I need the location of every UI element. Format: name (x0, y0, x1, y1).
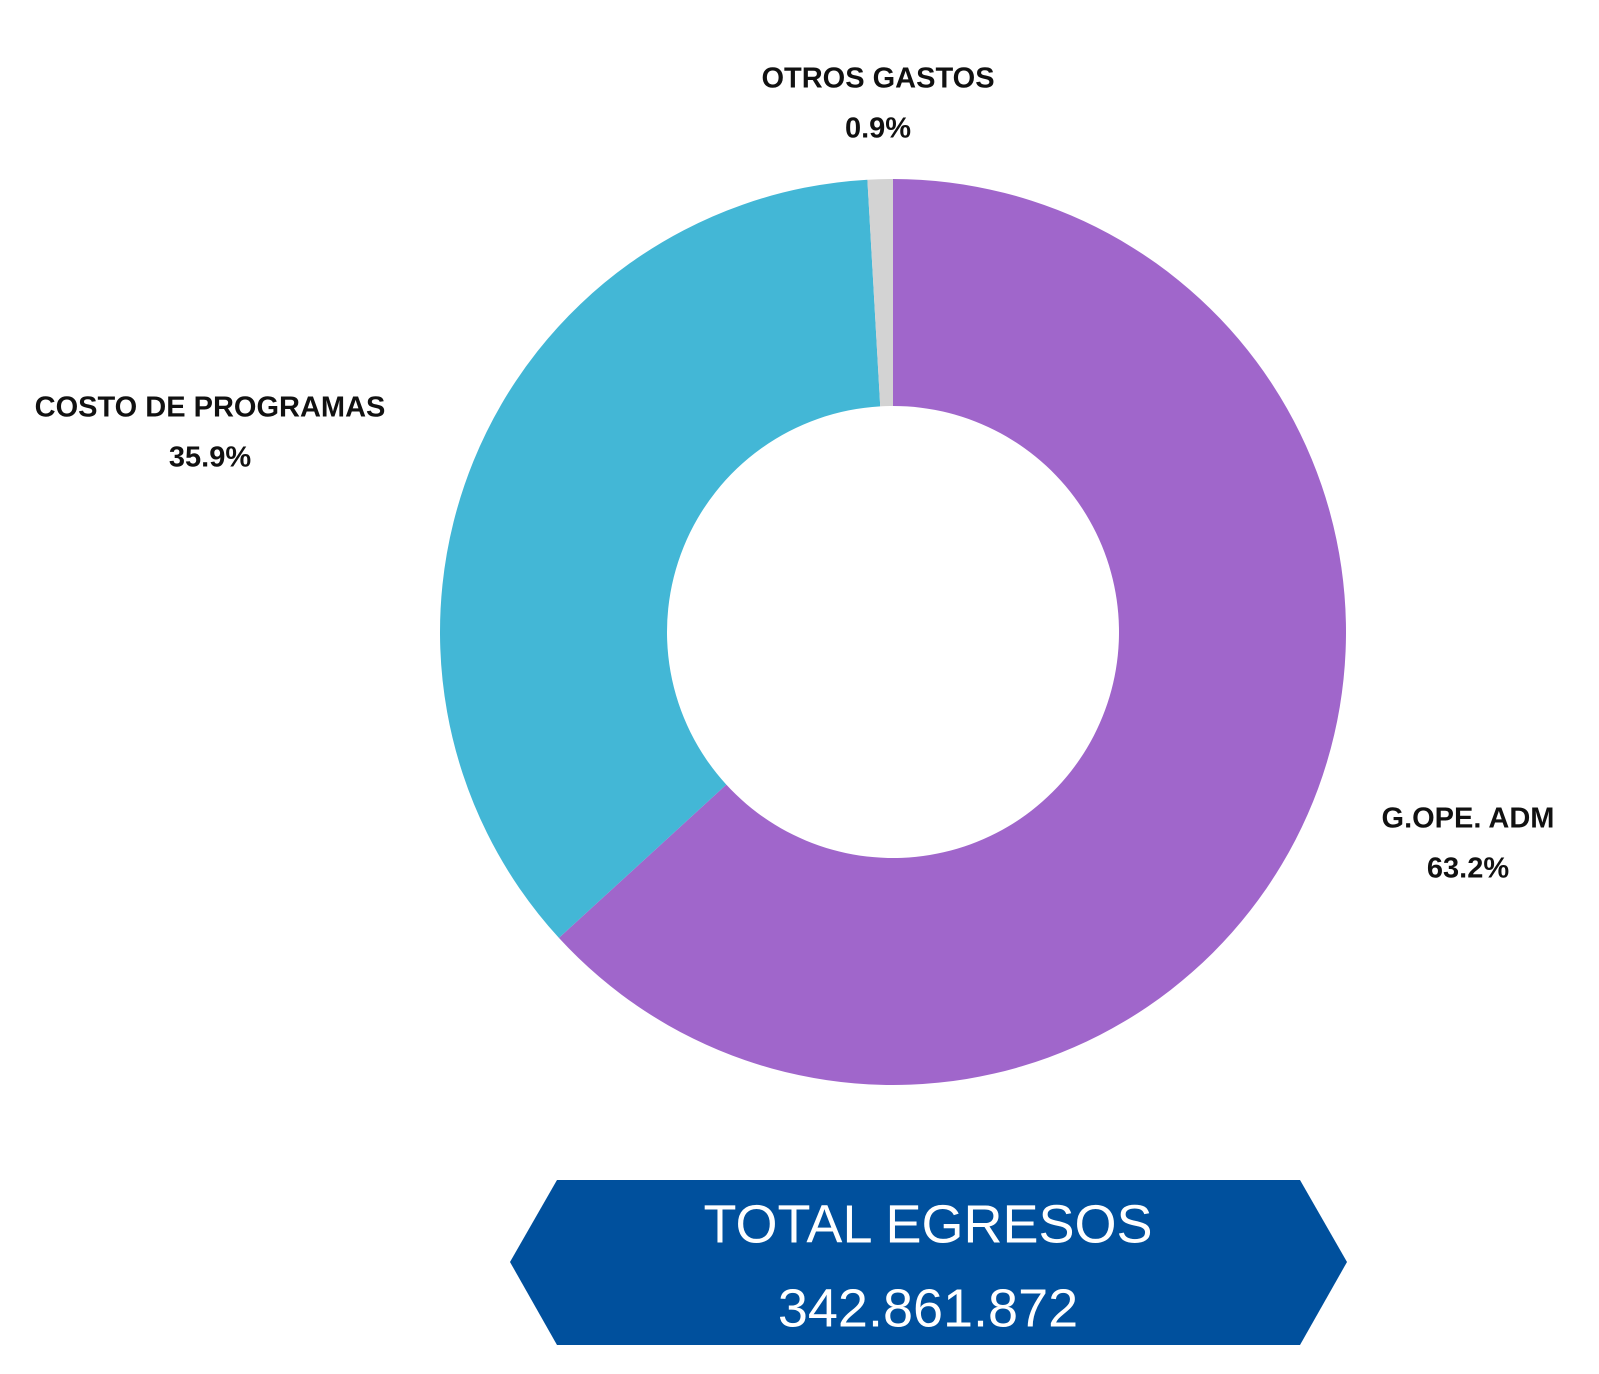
category-label: COSTO DE PROGRAMAS (35, 392, 386, 424)
donut-segment (867, 179, 893, 407)
value-label: 63.2% (1427, 853, 1509, 885)
total-value: 342.861.872 (778, 1278, 1078, 1338)
value-label: 0.9% (845, 113, 911, 145)
donut-segment (558, 179, 1347, 1085)
donut-segment (440, 179, 881, 938)
category-label: G.OPE. ADM (1382, 803, 1555, 835)
category-label: OTROS GASTOS (761, 63, 994, 95)
value-label: 35.9% (169, 442, 251, 474)
total-title: TOTAL EGRESOS (703, 1194, 1152, 1254)
total-banner (510, 1180, 1347, 1345)
